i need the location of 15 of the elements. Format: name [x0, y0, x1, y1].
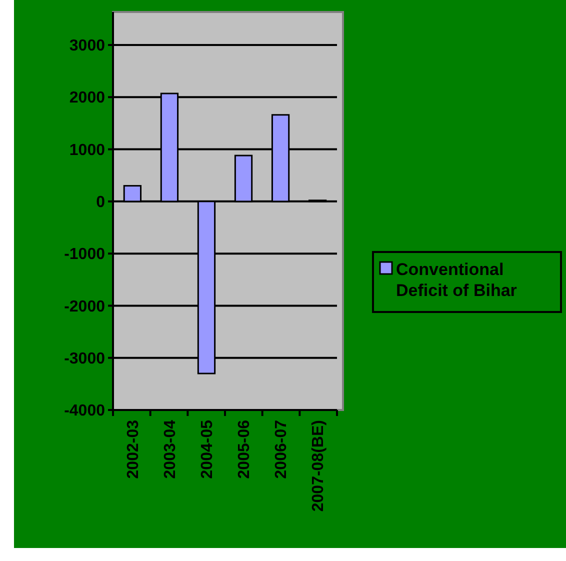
y-tick-label: -1000 — [64, 246, 106, 264]
x-tick-label: 2006-07 — [273, 420, 290, 479]
y-tick-label: -2000 — [64, 298, 106, 316]
y-tick-label: 3000 — [69, 38, 106, 55]
legend-label: Conventional Deficit of Bihar — [396, 260, 518, 300]
x-tick-label: 2007-08(BE) — [310, 420, 328, 512]
y-tick-label: 1000 — [69, 142, 106, 159]
y-tick-label: -4000 — [64, 402, 106, 420]
y-tick-label: 2000 — [69, 90, 106, 107]
y-tick-label: 0 — [96, 194, 106, 212]
x-tick-label: 2002-03 — [125, 420, 142, 479]
x-tick-label: 2004-05 — [199, 420, 216, 479]
y-tick-label: -3000 — [64, 350, 106, 368]
x-tick-label: 2005-06 — [236, 420, 254, 479]
x-tick-label: 2003-04 — [162, 420, 180, 479]
